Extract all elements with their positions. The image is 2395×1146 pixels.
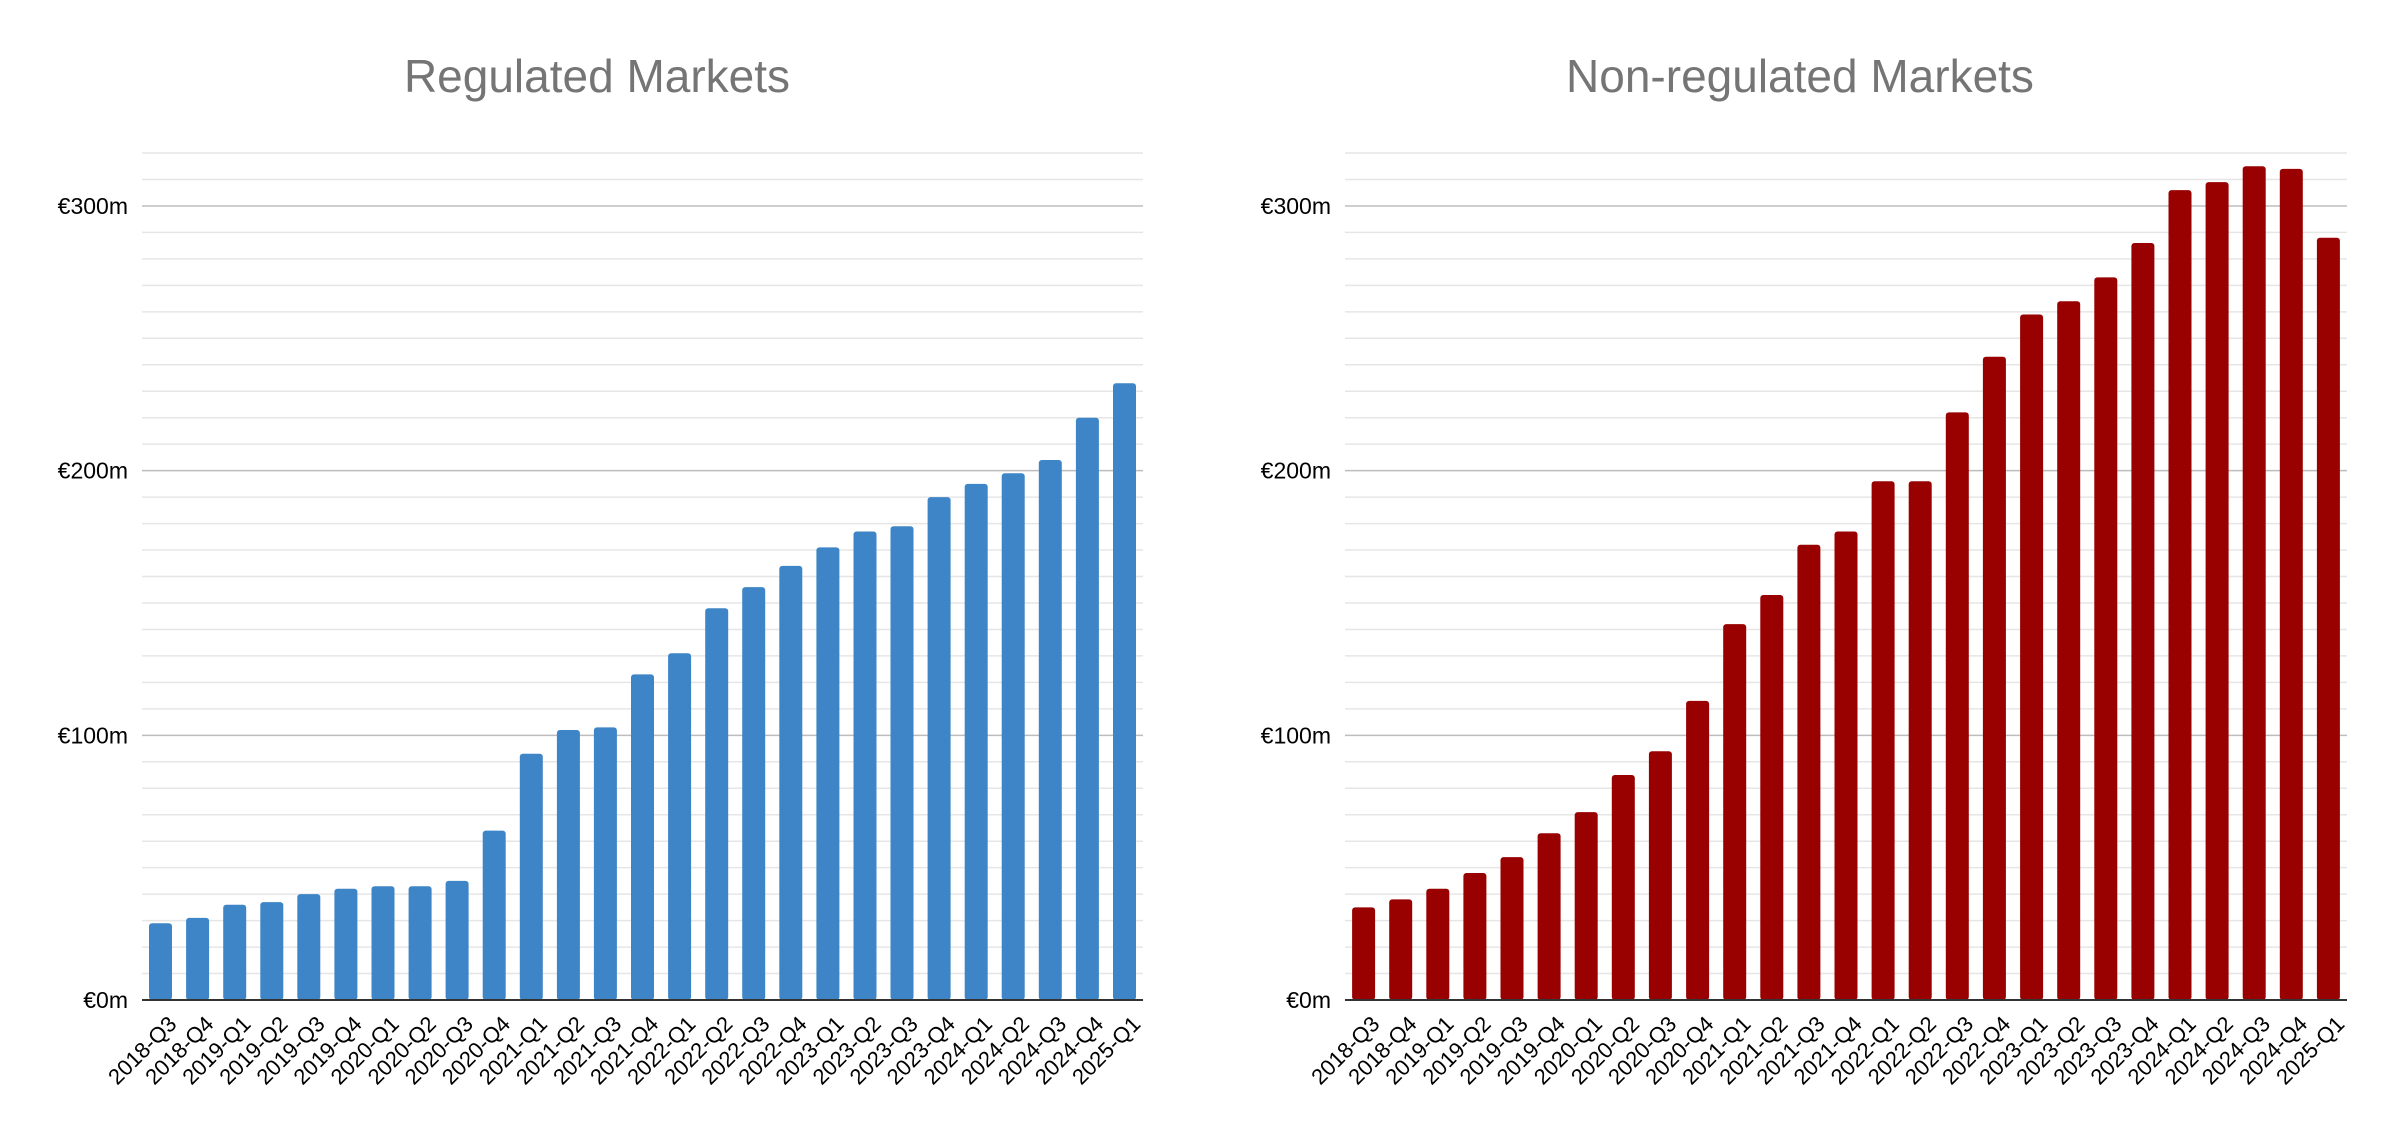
bar-2021-Q1 — [1723, 624, 1747, 1000]
y-tick-label: €0m — [83, 987, 128, 1013]
bar-2023-Q1 — [816, 547, 840, 1000]
bar-2020-Q2 — [408, 886, 432, 1000]
bar-2023-Q3 — [890, 526, 914, 1000]
bar-2023-Q4 — [2131, 243, 2155, 1000]
bar-2021-Q3 — [1797, 544, 1821, 1000]
bar-2024-Q4 — [2279, 168, 2303, 1000]
bar-2023-Q2 — [853, 531, 877, 1000]
bar-2020-Q3 — [445, 880, 469, 1000]
bar-2024-Q3 — [2242, 166, 2266, 1000]
bar-2019-Q3 — [1500, 857, 1524, 1000]
bar-2022-Q2 — [705, 608, 729, 1000]
bar-2024-Q3 — [1038, 460, 1062, 1000]
bar-2023-Q1 — [2020, 314, 2044, 1000]
bar-2021-Q3 — [593, 727, 617, 1000]
chart-non-regulated: Non-regulated Markets€0m€100m€200m€300m2… — [1261, 50, 2350, 1089]
bar-2022-Q1 — [668, 653, 692, 1000]
bar-2018-Q4 — [186, 917, 210, 1000]
bar-2019-Q3 — [297, 894, 321, 1000]
y-tick-label: €300m — [1261, 193, 1331, 219]
bar-2020-Q1 — [1574, 812, 1598, 1000]
bar-2024-Q1 — [2168, 190, 2192, 1001]
bar-2022-Q4 — [779, 565, 803, 1000]
y-tick-label: €0m — [1286, 987, 1331, 1013]
bar-2023-Q4 — [927, 497, 951, 1000]
bar-2022-Q2 — [1908, 481, 1932, 1000]
bar-2020-Q2 — [1611, 775, 1635, 1000]
bar-2018-Q3 — [1352, 907, 1376, 1000]
bar-2021-Q2 — [1760, 595, 1784, 1000]
chart-regulated: Regulated Markets€0m€100m€200m€300m2018-… — [58, 50, 1146, 1089]
bar-2025-Q1 — [1113, 383, 1136, 1000]
chart-title: Regulated Markets — [404, 50, 790, 102]
bar-2020-Q3 — [1648, 751, 1672, 1000]
bar-2022-Q1 — [1871, 481, 1895, 1000]
bar-2019-Q2 — [1463, 873, 1487, 1000]
bar-2021-Q4 — [1834, 531, 1858, 1000]
bar-2020-Q1 — [371, 886, 395, 1000]
y-tick-label: €100m — [58, 722, 128, 748]
bar-2022-Q3 — [742, 587, 766, 1000]
bar-2022-Q4 — [1982, 356, 2006, 1000]
bar-2024-Q2 — [2205, 182, 2229, 1001]
bar-2024-Q2 — [1001, 473, 1025, 1000]
bar-2023-Q3 — [2094, 277, 2118, 1000]
bar-2021-Q1 — [519, 753, 543, 1000]
y-tick-label: €100m — [1261, 722, 1331, 748]
bar-2020-Q4 — [482, 830, 506, 1000]
bar-2019-Q4 — [334, 888, 358, 1000]
chart-title: Non-regulated Markets — [1566, 50, 2034, 102]
bar-2022-Q3 — [1945, 412, 1969, 1000]
y-tick-label: €300m — [58, 193, 128, 219]
bar-2021-Q4 — [631, 674, 654, 1000]
bar-2025-Q1 — [2316, 237, 2340, 1000]
bar-2024-Q4 — [1075, 417, 1099, 1000]
bar-2019-Q1 — [223, 904, 247, 1000]
bar-2018-Q4 — [1389, 899, 1413, 1000]
y-tick-label: €200m — [58, 458, 128, 484]
bar-2019-Q4 — [1537, 833, 1561, 1000]
bar-2024-Q1 — [964, 483, 988, 1000]
bar-2019-Q2 — [260, 902, 284, 1000]
bar-2018-Q3 — [149, 923, 172, 1000]
y-tick-label: €200m — [1261, 458, 1331, 484]
bar-2021-Q2 — [556, 730, 580, 1000]
bar-2020-Q4 — [1686, 700, 1710, 1000]
bar-2019-Q1 — [1426, 888, 1450, 1000]
bar-2023-Q2 — [2057, 301, 2081, 1000]
